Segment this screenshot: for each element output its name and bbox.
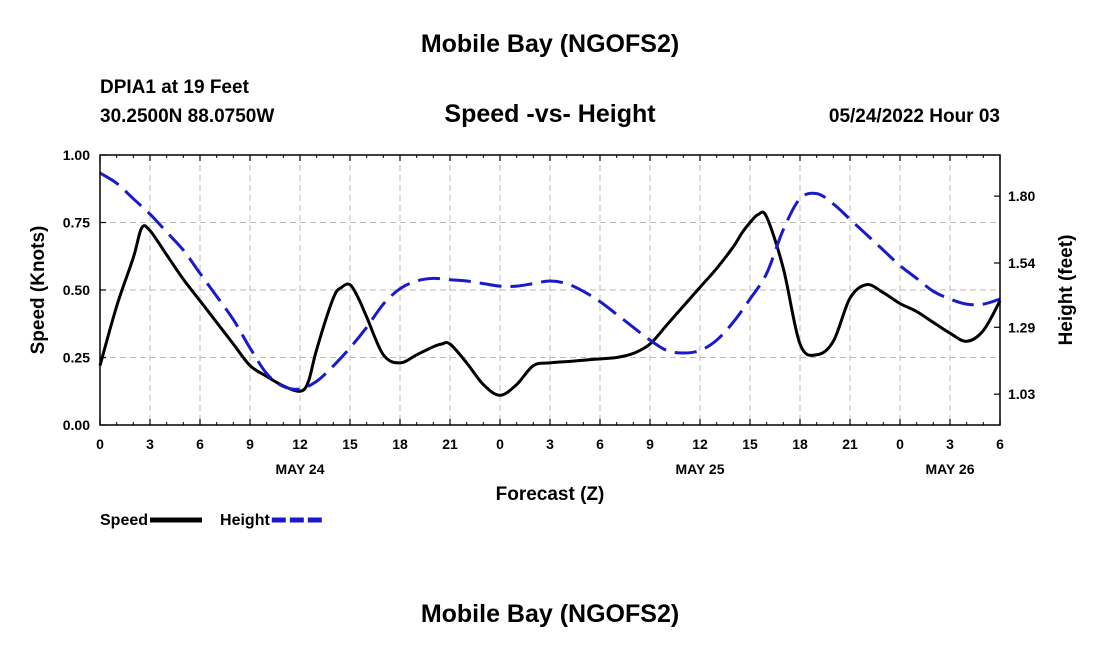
y-right-tick-label: 1.54 bbox=[1008, 255, 1035, 271]
x-tick-label: 18 bbox=[792, 436, 808, 452]
y-left-tick-label: 0.25 bbox=[63, 350, 90, 366]
y-left-tick-label: 1.00 bbox=[63, 147, 90, 163]
x-tick-label: 15 bbox=[742, 436, 758, 452]
x-tick-label: 6 bbox=[996, 436, 1004, 452]
x-tick-label: 3 bbox=[546, 436, 554, 452]
x-tick-label: 6 bbox=[196, 436, 204, 452]
series-lines bbox=[98, 171, 1002, 397]
axis-labels: 0 3 6 9 12 15 18 21 0 3 6 9 12 15 18 21 0 3 6 0.00 0.25 0.50 0… bbox=[28, 147, 1077, 505]
x-tick-label: 15 bbox=[342, 436, 358, 452]
y-right-tick-label: 1.29 bbox=[1008, 319, 1035, 335]
x-tick-label: 3 bbox=[146, 436, 154, 452]
x-tick-label: 6 bbox=[596, 436, 604, 452]
page-title-bottom: Mobile Bay (NGOFS2) bbox=[420, 600, 680, 628]
grid bbox=[100, 155, 1000, 425]
page-title: Mobile Bay (NGOFS2) bbox=[420, 30, 680, 58]
x-tick-label: 3 bbox=[946, 436, 954, 452]
x-tick-label: 9 bbox=[246, 436, 254, 452]
x-tick-label: 0 bbox=[496, 436, 504, 452]
y-axis-title-left: Speed (Knots) bbox=[28, 226, 49, 355]
timestamp-label: 05/24/2022 Hour 03 bbox=[828, 106, 1000, 127]
legend: Speed Height bbox=[100, 512, 324, 529]
x-tick-label: 0 bbox=[896, 436, 904, 452]
axis-ticks bbox=[99, 154, 1001, 426]
y-axis-title-right: Height (feet) bbox=[1056, 235, 1077, 346]
y-right-tick-label: 1.80 bbox=[1008, 188, 1035, 204]
x-tick-label: 21 bbox=[442, 436, 458, 452]
x-tick-label: 9 bbox=[646, 436, 654, 452]
x-tick-label: 0 bbox=[96, 436, 104, 452]
date-label: MAY 25 bbox=[675, 461, 724, 477]
x-tick-label: 12 bbox=[692, 436, 708, 452]
x-tick-label: 12 bbox=[292, 436, 308, 452]
coordinates-label: 30.2500N 88.0750W bbox=[100, 106, 275, 127]
series-line-speed bbox=[98, 210, 1002, 397]
legend-label: Height bbox=[220, 512, 270, 529]
x-tick-label: 21 bbox=[842, 436, 858, 452]
y-left-tick-label: 0.00 bbox=[63, 417, 90, 433]
station-label: DPIA1 at 19 Feet bbox=[100, 77, 249, 98]
chart-title: Speed -vs- Height bbox=[444, 100, 656, 128]
legend-label: Speed bbox=[100, 512, 148, 529]
y-left-tick-label: 0.75 bbox=[63, 215, 90, 231]
series-line-height bbox=[99, 171, 1001, 391]
y-left-tick-label: 0.50 bbox=[63, 282, 90, 298]
x-axis-title: Forecast (Z) bbox=[496, 484, 605, 505]
date-label: MAY 26 bbox=[925, 461, 974, 477]
y-right-tick-label: 1.03 bbox=[1008, 386, 1035, 402]
date-label: MAY 24 bbox=[275, 461, 324, 477]
x-tick-label: 18 bbox=[392, 436, 408, 452]
